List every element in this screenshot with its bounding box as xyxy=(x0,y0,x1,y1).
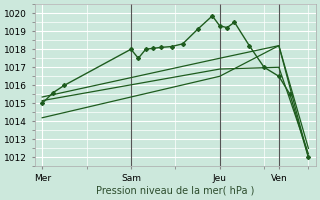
X-axis label: Pression niveau de la mer( hPa ): Pression niveau de la mer( hPa ) xyxy=(96,186,254,196)
